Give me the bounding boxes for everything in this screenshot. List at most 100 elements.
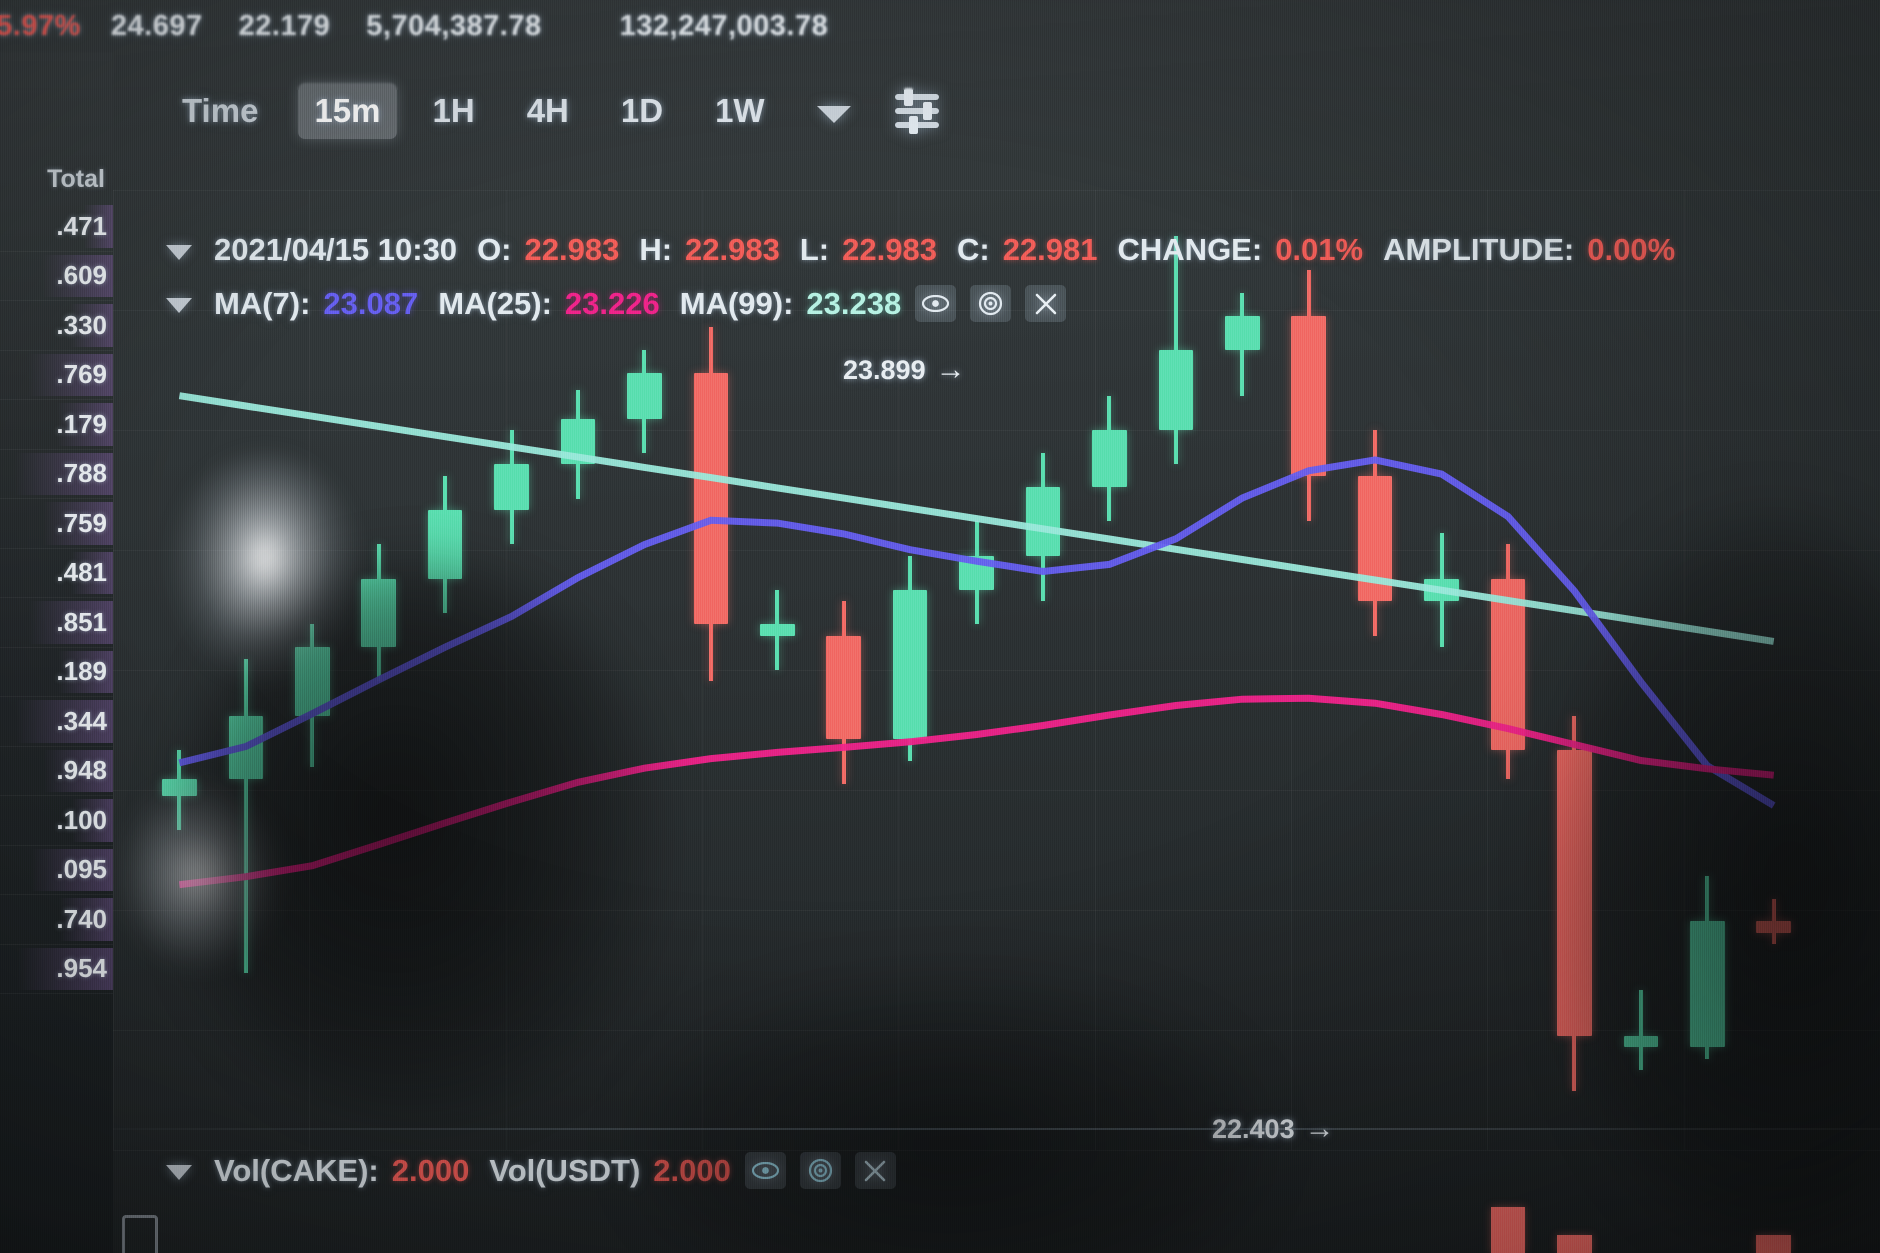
orderbook-row[interactable]: .344 — [0, 697, 113, 747]
volume-bars — [113, 1185, 1880, 1253]
orderbook-row[interactable]: .759 — [0, 499, 113, 549]
volume-bar — [1756, 1235, 1791, 1253]
timeframe-button-15m[interactable]: 15m — [298, 83, 397, 139]
candle-body — [1158, 350, 1194, 430]
candle-body — [693, 372, 729, 625]
orderbook-total-value: .189 — [56, 656, 107, 687]
candle-body — [1225, 315, 1260, 350]
bottom-left-toggle[interactable] — [122, 1215, 158, 1253]
collapse-ohlc-icon[interactable] — [166, 244, 192, 260]
candlestick — [162, 190, 197, 1150]
volume-quote-label: Vol(USDT) — [489, 1152, 641, 1188]
orderbook-total-value: .740 — [56, 903, 107, 934]
close-icon-volume[interactable] — [854, 1152, 896, 1189]
eye-icon[interactable] — [915, 285, 957, 322]
low-price-marker: 22.403 → — [1212, 1112, 1335, 1146]
ticker-bar: -5.97% 24.697 22.179 5,704,387.78 132,24… — [0, 0, 1880, 52]
candle-wick — [243, 658, 248, 973]
orderbook-row[interactable]: .100 — [0, 796, 113, 846]
orderbook-total-value: .769 — [56, 359, 107, 390]
orderbook-row[interactable]: .189 — [0, 648, 113, 697]
high-price-value: 23.899 — [843, 354, 926, 385]
ohlc-legend: 2021/04/15 10:30 O: 22.983 H: 22.983 L: … — [166, 232, 1675, 268]
orderbook-row[interactable]: .954 — [0, 945, 113, 994]
orderbook-total-value: .954 — [56, 953, 107, 984]
orderbook-row[interactable]: .740 — [0, 895, 113, 945]
volume-pane-divider — [113, 1128, 1880, 1130]
candlestick — [627, 190, 662, 1150]
candlestick — [228, 190, 264, 1150]
orderbook-row[interactable]: .471 — [0, 202, 113, 252]
orderbook-row[interactable]: .948 — [0, 747, 113, 796]
orderbook-row[interactable]: .609 — [0, 252, 113, 301]
orderbook-row[interactable]: .095 — [0, 846, 113, 895]
orderbook-row[interactable]: .179 — [0, 400, 113, 450]
candle-wick — [1638, 990, 1643, 1070]
ma99-label: MA(99): — [679, 285, 794, 321]
candlestick — [1225, 190, 1260, 1150]
candle-body — [228, 715, 264, 779]
eye-icon-volume[interactable] — [744, 1152, 786, 1189]
orderbook-total-value: .759 — [56, 507, 107, 538]
candlestick — [361, 190, 396, 1150]
collapse-ma-icon[interactable] — [166, 298, 192, 313]
orderbook-row[interactable]: .788 — [0, 450, 113, 499]
orderbook-total-header: Total — [47, 165, 105, 193]
orderbook-row[interactable]: .330 — [0, 301, 113, 351]
orderbook-total-value: .851 — [56, 606, 107, 637]
ohlc-datetime: 2021/04/15 10:30 — [214, 232, 458, 267]
orderbook-total-value: .179 — [56, 408, 107, 439]
candle-body — [760, 624, 795, 636]
candlestick-plot[interactable] — [113, 190, 1880, 1151]
ohlc-open-value: 22.983 — [524, 232, 620, 267]
sliders-icon[interactable] — [894, 88, 939, 134]
candlestick — [1092, 190, 1127, 1150]
volume-legend: Vol(CAKE): 2.000 Vol(USDT) 2.000 — [166, 1152, 896, 1189]
orderbook-column[interactable]: Total .471 .609 .330 .769 .179 .788 .759 .481 .8… — [0, 52, 113, 1253]
candle-body — [1756, 921, 1791, 933]
timeframe-button-1h[interactable]: 1H — [432, 92, 475, 129]
high-price-marker: 23.899 → — [843, 353, 966, 387]
candle-series — [113, 190, 1880, 1150]
candlestick — [959, 190, 994, 1150]
timeframe-button-4h[interactable]: 4H — [526, 92, 569, 129]
orderbook-row[interactable]: .769 — [0, 351, 113, 400]
candlestick — [295, 190, 330, 1150]
timeframe-button-1w[interactable]: 1W — [715, 92, 765, 129]
high-arrow-icon: → — [935, 353, 966, 386]
target-settings-icon[interactable] — [970, 285, 1012, 322]
candlestick — [826, 190, 861, 1150]
candlestick — [1756, 190, 1791, 1150]
candle-body — [1357, 475, 1393, 602]
candle-body — [892, 590, 928, 739]
candlestick — [494, 190, 529, 1150]
ticker-volume-quote: 132,247,003.78 — [619, 9, 829, 42]
volume-bar — [1557, 1235, 1592, 1253]
low-price-value: 22.403 — [1212, 1113, 1295, 1144]
ma99-value: 23.238 — [806, 285, 902, 321]
candle-body — [959, 555, 994, 590]
ticker-volume-base: 5,704,387.78 — [366, 9, 542, 42]
ohlc-high-label: H: — [639, 232, 673, 267]
orderbook-row[interactable]: .481 — [0, 549, 113, 598]
orderbook-total-value: .100 — [56, 804, 107, 835]
orderbook-row[interactable]: .851 — [0, 598, 113, 648]
orderbook-total-value: .344 — [56, 705, 107, 736]
collapse-volume-icon[interactable] — [166, 1165, 192, 1180]
chevron-down-icon[interactable] — [816, 105, 851, 123]
timeframe-button-1d[interactable]: 1D — [620, 92, 664, 129]
close-icon[interactable] — [1025, 285, 1067, 322]
candlestick — [693, 190, 729, 1150]
candle-body — [427, 510, 463, 579]
target-settings-icon-volume[interactable] — [799, 1152, 841, 1189]
orderbook-total-value: .609 — [56, 260, 107, 291]
ohlc-close-value: 22.981 — [1002, 232, 1098, 267]
ma25-value: 23.226 — [564, 285, 660, 321]
ma25-label: MA(25): — [438, 285, 552, 321]
candlestick — [1623, 190, 1659, 1150]
orderbook-total-value: .471 — [56, 210, 107, 241]
candle-body — [1025, 487, 1061, 556]
ohlc-close-label: C: — [956, 232, 990, 267]
volume-bar — [1490, 1207, 1526, 1253]
